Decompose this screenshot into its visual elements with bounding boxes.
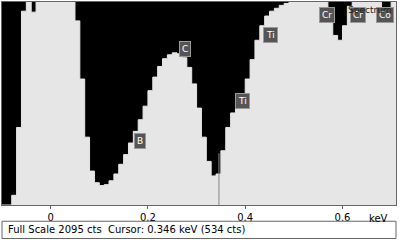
svg-text:keV: keV bbox=[369, 213, 388, 224]
svg-text:0.4: 0.4 bbox=[237, 212, 253, 223]
svg-text:0: 0 bbox=[47, 212, 53, 223]
svg-text:0.2: 0.2 bbox=[140, 212, 156, 223]
svg-text:0.6: 0.6 bbox=[335, 212, 351, 223]
svg-text:Spectrum: Spectrum bbox=[348, 5, 392, 15]
svg-text:Ti: Ti bbox=[238, 96, 247, 106]
svg-text:Cr: Cr bbox=[353, 10, 363, 20]
svg-text:Ti: Ti bbox=[266, 30, 275, 40]
svg-text:Co: Co bbox=[379, 10, 391, 20]
svg-text:Full Scale 2095 cts Cursor: 0: Full Scale 2095 cts Cursor: 0.346 keV (5… bbox=[8, 224, 245, 235]
svg-text:B: B bbox=[137, 136, 143, 146]
svg-text:C: C bbox=[182, 44, 188, 54]
svg-text:Cr: Cr bbox=[322, 10, 332, 20]
